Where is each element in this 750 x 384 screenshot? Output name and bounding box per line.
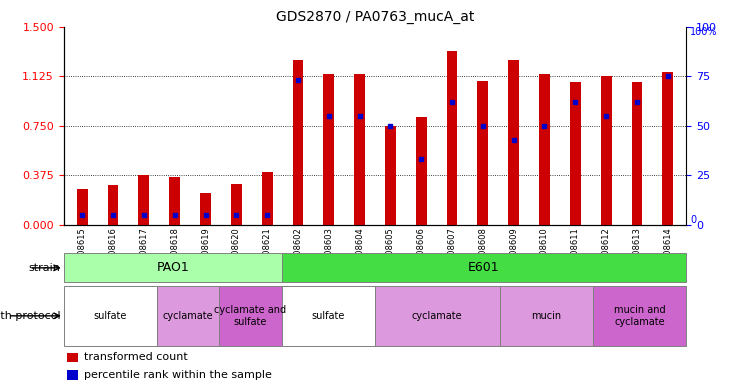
Text: percentile rank within the sample: percentile rank within the sample bbox=[84, 370, 272, 380]
Text: PAO1: PAO1 bbox=[156, 262, 189, 274]
Bar bbox=[139, 175, 149, 225]
Bar bbox=[282, 286, 375, 346]
Text: sulfate: sulfate bbox=[312, 311, 345, 321]
Text: 100%: 100% bbox=[690, 27, 718, 37]
Bar bbox=[385, 126, 396, 225]
Bar bbox=[262, 172, 272, 225]
Text: mucin: mucin bbox=[531, 311, 561, 321]
Bar bbox=[662, 72, 674, 225]
Bar bbox=[219, 286, 282, 346]
Bar bbox=[375, 286, 500, 346]
Bar bbox=[158, 286, 219, 346]
Text: sulfate: sulfate bbox=[94, 311, 127, 321]
Text: transformed count: transformed count bbox=[84, 353, 188, 362]
Bar bbox=[632, 82, 642, 225]
Bar bbox=[539, 74, 550, 225]
Bar bbox=[323, 74, 334, 225]
Bar bbox=[570, 82, 580, 225]
Text: cyclamate: cyclamate bbox=[412, 311, 463, 321]
Text: cyclamate and
sulfate: cyclamate and sulfate bbox=[214, 305, 286, 327]
Bar bbox=[592, 286, 686, 346]
Bar bbox=[64, 253, 282, 282]
Bar bbox=[447, 51, 458, 225]
Bar bbox=[354, 74, 365, 225]
Text: mucin and
cyclamate: mucin and cyclamate bbox=[614, 305, 665, 327]
Bar bbox=[64, 286, 158, 346]
Text: E601: E601 bbox=[468, 262, 500, 274]
Bar bbox=[292, 60, 303, 225]
Bar bbox=[76, 189, 88, 225]
Text: strain: strain bbox=[28, 263, 61, 273]
Text: cyclamate: cyclamate bbox=[163, 311, 214, 321]
Bar bbox=[282, 253, 686, 282]
Bar bbox=[200, 193, 211, 225]
Bar bbox=[67, 370, 78, 379]
Title: GDS2870 / PA0763_mucA_at: GDS2870 / PA0763_mucA_at bbox=[276, 10, 474, 25]
Bar bbox=[416, 116, 427, 225]
Bar bbox=[231, 184, 242, 225]
Bar bbox=[67, 353, 78, 362]
Text: 0: 0 bbox=[690, 215, 696, 225]
Bar bbox=[601, 76, 611, 225]
Bar bbox=[500, 286, 592, 346]
Bar bbox=[108, 185, 118, 225]
Bar bbox=[478, 81, 488, 225]
Bar bbox=[170, 177, 180, 225]
Bar bbox=[509, 60, 519, 225]
Text: growth protocol: growth protocol bbox=[0, 311, 61, 321]
